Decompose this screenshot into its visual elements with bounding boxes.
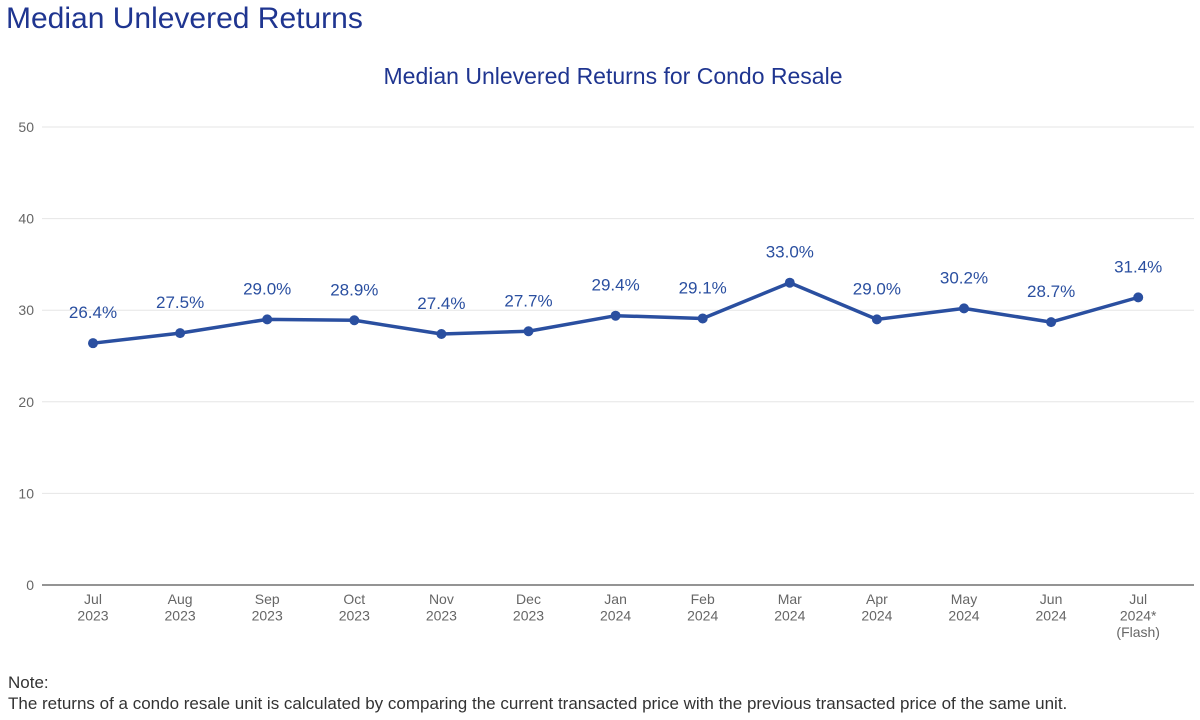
data-label: 29.4% [591,276,639,295]
data-label: 33.0% [766,243,814,262]
note-label: Note: [8,673,49,692]
data-point [262,314,273,325]
page-title: Median Unlevered Returns [6,2,363,35]
note-text: The returns of a condo resale unit is ca… [8,694,1068,713]
data-label: 26.4% [69,303,117,322]
data-label: 29.1% [679,278,727,297]
y-tick-label: 40 [18,211,34,227]
y-tick-label: 20 [18,394,34,410]
y-tick-label: 10 [18,485,34,501]
y-tick-label: 30 [18,302,34,318]
y-tick-label: 50 [18,119,34,135]
y-tick-label: 0 [26,577,34,593]
data-label: 27.7% [504,291,552,310]
x-tick-label: Nov 2023 [426,591,457,624]
data-point [959,303,969,314]
x-tick-label: Jul 2023 [77,591,108,624]
x-tick-label: Mar 2024 [774,591,805,624]
data-point [349,315,360,326]
data-label: 28.7% [1027,282,1075,301]
data-labels: 26.4% 27.5% 29.0% 28.9% 27.4% 27.7% 29.4% 29.1%… [69,243,1162,322]
data-point [697,313,708,324]
data-point [175,328,186,339]
x-axis-ticks: Jul 2023 Aug 2023 Sep 2023 Oct 2023 Nov 2023 Dec 20… [77,591,1160,640]
x-tick-label: Aug 2023 [165,591,196,624]
data-label: 29.0% [853,279,901,298]
x-tick-label: Jun 2024 [1036,591,1067,624]
data-label: 28.9% [330,280,378,299]
x-tick-label: Jan 2024 [600,591,631,624]
data-point [523,326,534,337]
x-tick-label: May 2024 [948,591,979,624]
data-point [1133,292,1144,303]
data-label: 27.4% [417,294,465,313]
series [88,277,1144,349]
y-axis-ticks: 0 10 20 30 40 50 [18,119,34,593]
chart-title: Median Unlevered Returns for Condo Resal… [383,63,843,89]
data-label: 27.5% [156,293,204,312]
gridlines [42,126,1194,586]
x-tick-label: Sep 2023 [252,591,283,624]
data-label: 29.0% [243,279,291,298]
data-point [784,277,795,288]
x-tick-label: Dec 2023 [513,591,544,624]
x-tick-label: Oct 2023 [339,591,370,624]
data-label: 30.2% [940,268,988,287]
data-point [610,310,621,321]
data-point [88,338,98,349]
x-tick-label: Apr 2024 [861,591,892,624]
data-label: 31.4% [1114,257,1162,276]
data-point [1046,317,1057,328]
x-tick-label: Jul 2024* (Flash) [1116,591,1160,640]
x-tick-label: Feb 2024 [687,591,718,624]
data-point [871,314,882,325]
line-chart: 0 10 20 30 40 50 Jul 2023 Aug 2023 Sep 2023 Oct 2023… [18,119,1194,640]
data-point [436,329,447,340]
